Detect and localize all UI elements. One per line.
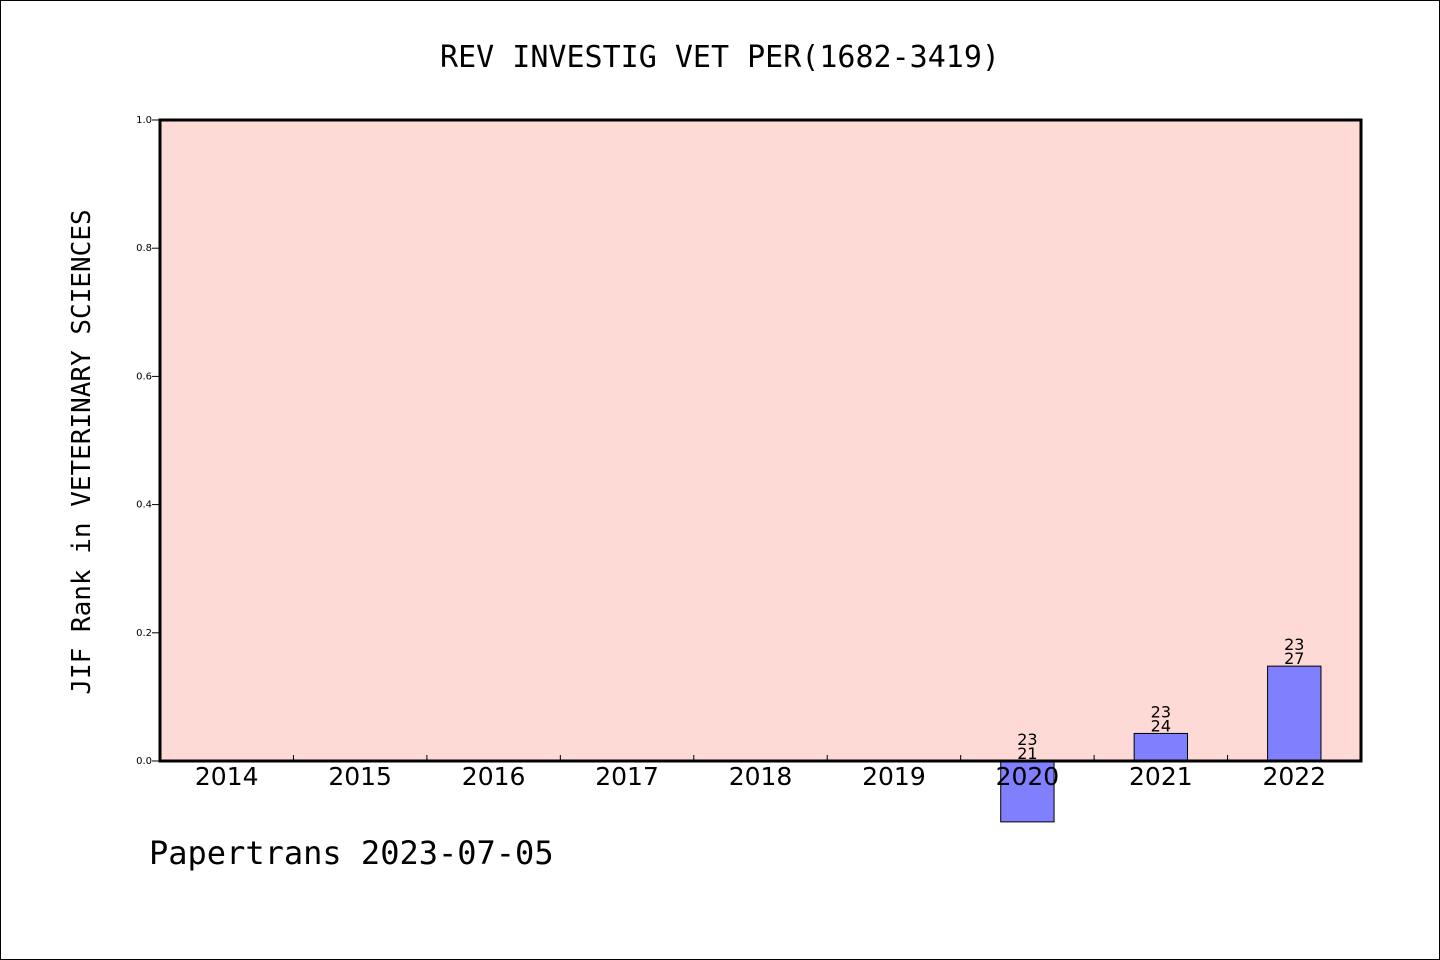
bar-label-bottom-2021: 24 [1151, 716, 1171, 735]
plot-frame [158, 118, 1363, 763]
bar-2021 [1133, 732, 1189, 762]
y-axis-label: JIF Rank in VETERINARY SCIENCES [67, 209, 97, 694]
x-tick-label-2020: 2020 [996, 762, 1060, 791]
x-tick-label-2021: 2021 [1129, 762, 1193, 791]
y-tick-label: 0.4 [136, 500, 152, 511]
labels-layer: 0.0 0.2 0.4 0.6 0.8 1.0 2014 2015 2016 2017 2018 20… [136, 115, 1326, 791]
x-tick-label-2018: 2018 [729, 762, 793, 791]
bar-label-bottom-2022: 27 [1284, 649, 1304, 668]
x-tick-label-2016: 2016 [462, 762, 526, 791]
bar-label-top-2020: 23 [1017, 730, 1037, 749]
x-tick-label-2022: 2022 [1262, 762, 1326, 791]
chart-title: REV INVESTIG VET PER(1682-3419) [440, 40, 1000, 75]
footer-watermark: Papertrans 2023-07-05 [149, 834, 554, 872]
x-tick-label-2014: 2014 [195, 762, 259, 791]
x-tick-label-2019: 2019 [862, 762, 926, 791]
bar-2022 [1267, 665, 1322, 762]
bars-layer [1000, 665, 1322, 823]
x-tick-label-2015: 2015 [328, 762, 392, 791]
bar-label-bottom-2020: 21 [1017, 744, 1037, 763]
plot-area [160, 120, 1361, 761]
bar-2020 [1000, 760, 1055, 823]
y-tick-label: 0.0 [136, 756, 152, 767]
bar-label-top-2022: 23 [1284, 635, 1304, 654]
bar-label-top-2021: 23 [1151, 702, 1171, 721]
x-tick-label-2017: 2017 [595, 762, 659, 791]
y-tick-label: 0.8 [136, 243, 152, 254]
y-tick-label: 1.0 [136, 115, 152, 126]
y-tick-label: 0.2 [136, 628, 152, 639]
y-tick-label: 0.6 [136, 371, 152, 382]
